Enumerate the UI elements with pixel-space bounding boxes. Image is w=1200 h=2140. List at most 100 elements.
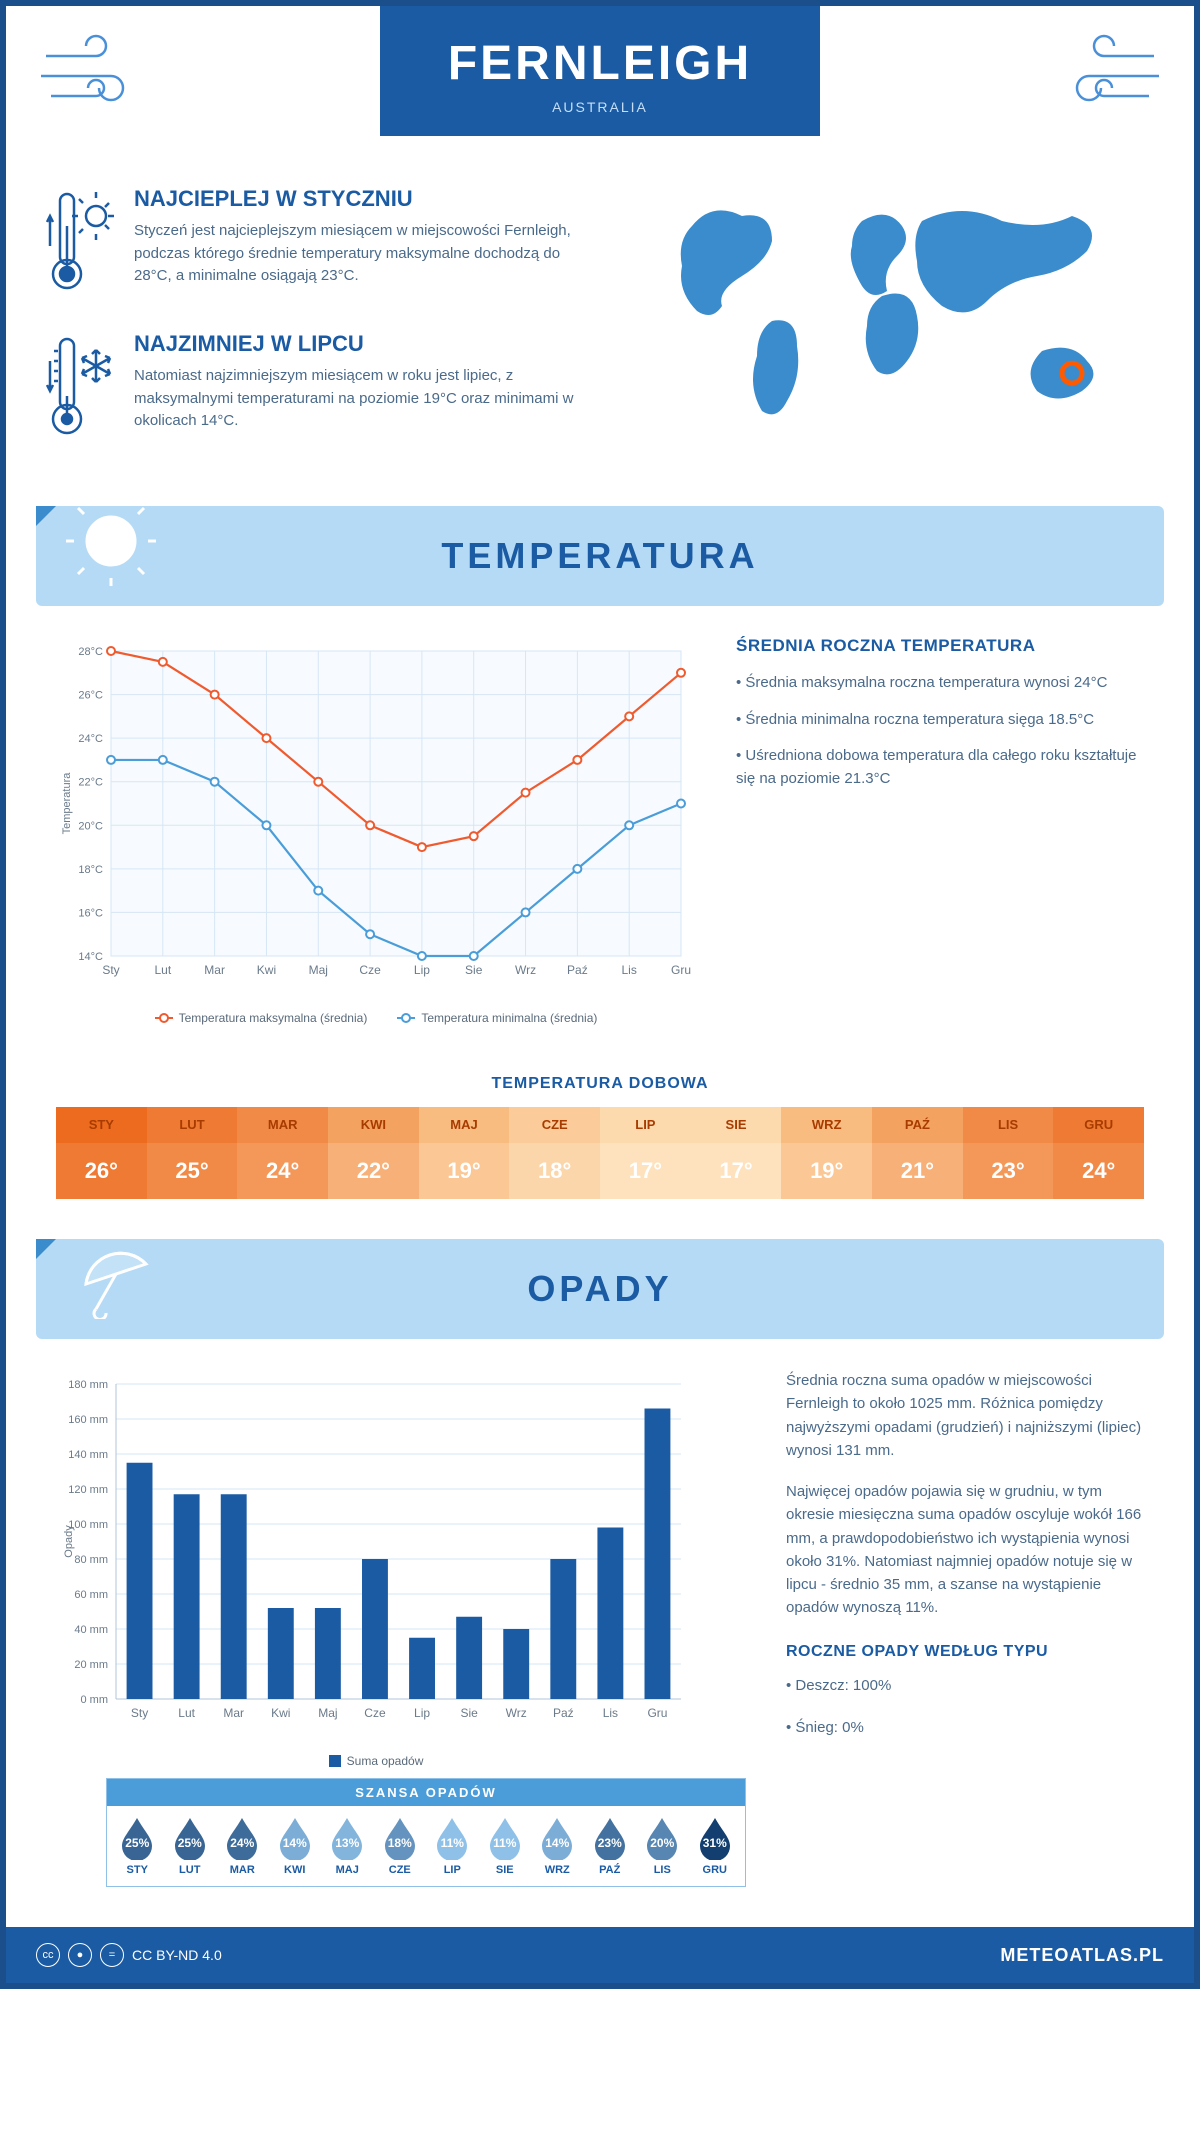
fact-cold-text: NAJZIMNIEJ W LIPCU Natomiast najzimniejs… — [134, 331, 590, 446]
svg-text:Sty: Sty — [131, 1706, 148, 1720]
temperature-banner: TEMPERATURA — [36, 506, 1164, 606]
svg-text:20 mm: 20 mm — [74, 1659, 108, 1671]
chance-cell: 24%MAR — [218, 1816, 267, 1876]
svg-text:Lis: Lis — [622, 963, 637, 977]
header: FERNLEIGH AUSTRALIA — [6, 6, 1194, 166]
banner-corner — [36, 506, 56, 526]
svg-text:Cze: Cze — [359, 963, 381, 977]
daily-temp-title: TEMPERATURA DOBOWA — [6, 1075, 1194, 1093]
world-map — [610, 186, 1154, 446]
license-text: CC BY-ND 4.0 — [132, 1947, 222, 1963]
chance-cell: 18% CZE — [376, 1816, 425, 1876]
daily-value: 24° — [237, 1143, 328, 1199]
svg-text:40 mm: 40 mm — [74, 1624, 108, 1636]
svg-text:Wrz: Wrz — [506, 1706, 527, 1720]
raindrop-icon: 24% — [223, 1816, 261, 1860]
chance-month: LUT — [166, 1864, 215, 1876]
chance-month: GRU — [691, 1864, 740, 1876]
daily-temp-cell: KWI22° — [328, 1107, 419, 1199]
fact-cold-title: NAJZIMNIEJ W LIPCU — [134, 331, 590, 357]
svg-text:Lut: Lut — [178, 1706, 195, 1720]
chance-month: PAŹ — [586, 1864, 635, 1876]
temp-info-col: ŚREDNIA ROCZNA TEMPERATURA • Średnia mak… — [736, 636, 1144, 1025]
daily-month: MAR — [237, 1107, 328, 1143]
precip-type-snow: • Śnieg: 0% — [786, 1716, 1144, 1739]
raindrop-icon: 14% — [276, 1816, 314, 1860]
daily-month: KWI — [328, 1107, 419, 1143]
daily-value: 19° — [419, 1143, 510, 1199]
daily-month: PAŹ — [872, 1107, 963, 1143]
temp-info-title: ŚREDNIA ROCZNA TEMPERATURA — [736, 636, 1144, 656]
raindrop-icon: 14% — [538, 1816, 576, 1860]
temp-info-bullet: • Średnia minimalna roczna temperatura s… — [736, 709, 1144, 732]
chance-title: SZANSA OPADÓW — [107, 1779, 745, 1806]
svg-text:Lis: Lis — [603, 1706, 618, 1720]
svg-text:Opady: Opady — [63, 1525, 75, 1558]
precip-bar-chart: 0 mm20 mm40 mm60 mm80 mm100 mm120 mm140 … — [56, 1369, 696, 1768]
chance-cell: 25%STY — [113, 1816, 162, 1876]
precip-body: 0 mm20 mm40 mm60 mm80 mm100 mm120 mm140 … — [6, 1339, 1194, 1897]
chance-month: CZE — [376, 1864, 425, 1876]
svg-text:14°C: 14°C — [78, 951, 103, 963]
umbrella-icon — [66, 1229, 156, 1324]
svg-text:18°C: 18°C — [78, 864, 103, 876]
daily-value: 17° — [600, 1143, 691, 1199]
chance-cell: 13%MAJ — [323, 1816, 372, 1876]
chance-cell: 14%KWI — [271, 1816, 320, 1876]
daily-temp-cell: CZE18° — [509, 1107, 600, 1199]
svg-text:20°C: 20°C — [78, 820, 103, 832]
daily-month: STY — [56, 1107, 147, 1143]
page: FERNLEIGH AUSTRALIA NAJCIEPLEJ W STYCZNI… — [0, 0, 1200, 1989]
daily-temp-cell: LIS23° — [963, 1107, 1054, 1199]
svg-text:Maj: Maj — [318, 1706, 337, 1720]
raindrop-icon: 23% — [591, 1816, 629, 1860]
country-label: AUSTRALIA — [380, 99, 820, 115]
legend-min-label: Temperatura minimalna (średnia) — [421, 1011, 597, 1025]
legend-min: Temperatura minimalna (średnia) — [397, 1011, 597, 1025]
cc-icon: cc — [36, 1943, 60, 1967]
daily-temp-cell: LUT25° — [147, 1107, 238, 1199]
svg-text:120 mm: 120 mm — [68, 1484, 108, 1496]
svg-text:Kwi: Kwi — [271, 1706, 290, 1720]
daily-month: MAJ — [419, 1107, 510, 1143]
temperature-body: 14°C16°C18°C20°C22°C24°C26°C28°CStyLutMa… — [6, 606, 1194, 1055]
chance-month: LIS — [638, 1864, 687, 1876]
svg-text:180 mm: 180 mm — [68, 1379, 108, 1391]
temp-legend: Temperatura maksymalna (średnia) Tempera… — [56, 1011, 696, 1025]
chance-panel: SZANSA OPADÓW 25%STY25%LUT24%MAR14%KWI13… — [106, 1778, 746, 1887]
svg-text:Mar: Mar — [223, 1706, 244, 1720]
svg-text:Cze: Cze — [364, 1706, 386, 1720]
banner-corner — [36, 1239, 56, 1259]
sun-icon — [66, 496, 156, 591]
temp-chart-col: 14°C16°C18°C20°C22°C24°C26°C28°CStyLutMa… — [56, 636, 696, 1025]
daily-temp-cell: STY26° — [56, 1107, 147, 1199]
wind-icon — [1044, 26, 1164, 121]
daily-value: 17° — [691, 1143, 782, 1199]
svg-text:160 mm: 160 mm — [68, 1414, 108, 1426]
facts-row: NAJCIEPLEJ W STYCZNIU Styczeń jest najci… — [6, 166, 1194, 506]
temp-info-bullet: • Uśredniona dobowa temperatura dla całe… — [736, 745, 1144, 790]
map-column — [610, 186, 1154, 476]
svg-text:140 mm: 140 mm — [68, 1449, 108, 1461]
legend-max-label: Temperatura maksymalna (średnia) — [179, 1011, 368, 1025]
chance-cell: 11%LIP — [428, 1816, 477, 1876]
raindrop-icon: 18% — [381, 1816, 419, 1860]
raindrop-icon: 20% — [643, 1816, 681, 1860]
svg-text:22°C: 22°C — [78, 777, 103, 789]
city-title: FERNLEIGH — [380, 36, 820, 91]
svg-text:Lip: Lip — [414, 963, 430, 977]
svg-text:26°C: 26°C — [78, 690, 103, 702]
svg-text:16°C: 16°C — [78, 907, 103, 919]
fact-warm-text: NAJCIEPLEJ W STYCZNIU Styczeń jest najci… — [134, 186, 590, 301]
daily-month: WRZ — [781, 1107, 872, 1143]
daily-value: 18° — [509, 1143, 600, 1199]
raindrop-icon: 11% — [486, 1816, 524, 1860]
precip-chart-col: 0 mm20 mm40 mm60 mm80 mm100 mm120 mm140 … — [56, 1369, 746, 1887]
precip-type-title: ROCZNE OPADY WEDŁUG TYPU — [786, 1640, 1144, 1665]
svg-text:Lut: Lut — [154, 963, 171, 977]
daily-value: 21° — [872, 1143, 963, 1199]
daily-value: 19° — [781, 1143, 872, 1199]
svg-text:80 mm: 80 mm — [74, 1554, 108, 1566]
daily-temp-cell: PAŹ21° — [872, 1107, 963, 1199]
fact-cold-body: Natomiast najzimniejszym miesiącem w rok… — [134, 365, 590, 433]
